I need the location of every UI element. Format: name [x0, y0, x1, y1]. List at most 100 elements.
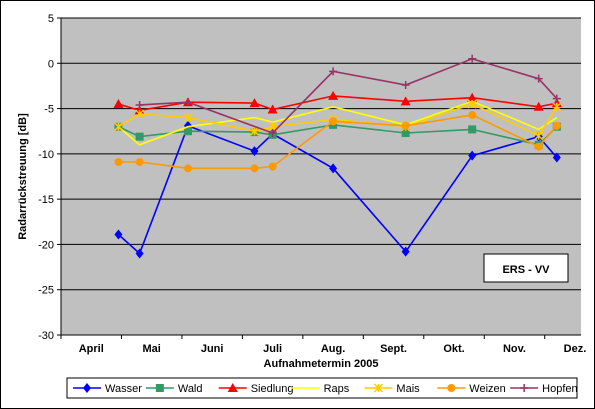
- point-wasser-3: [250, 146, 259, 157]
- point-wasser-7: [468, 150, 477, 161]
- point-weizen-0: [114, 158, 123, 167]
- x-tick-label-0: April: [79, 343, 104, 355]
- y-tick-label-7: -30: [38, 330, 54, 342]
- point-wasser-5: [329, 163, 338, 174]
- point-hopfen-7: [552, 94, 561, 103]
- legend-marker-mais: [373, 383, 383, 393]
- x-tick-label-7: Nov.: [503, 343, 526, 355]
- x-tick-label-2: Juni: [201, 343, 224, 355]
- series-line-mais: [117, 103, 558, 137]
- point-wasser-0: [114, 229, 123, 240]
- point-siedlung-0: [113, 99, 124, 109]
- point-weizen-5: [329, 117, 338, 126]
- point-hopfen-6: [534, 74, 543, 83]
- legend-item-weizen: Weizen: [437, 383, 506, 395]
- point-hopfen-0: [135, 100, 144, 109]
- point-mais-9: [552, 102, 562, 112]
- point-wald-7: [468, 125, 477, 134]
- legend-marker-wasser: [83, 383, 91, 393]
- point-mais-7: [467, 99, 477, 109]
- point-wald-6: [401, 129, 410, 138]
- point-mais-0: [113, 122, 123, 132]
- point-mais-2: [183, 113, 193, 123]
- legend-label-siedlung: Siedlung: [251, 383, 294, 395]
- point-weizen-4: [268, 162, 277, 171]
- legend-item-hopfen: Hopfen: [510, 383, 578, 395]
- point-weizen-8: [534, 142, 543, 151]
- legend-item-mais: Mais: [364, 383, 420, 395]
- y-tick-label-3: -10: [38, 149, 54, 161]
- point-wald-1: [135, 132, 144, 141]
- x-tick-label-5: Sept.: [380, 343, 407, 355]
- series-weizen: [114, 110, 561, 173]
- point-siedlung-3: [249, 98, 260, 108]
- series-line-hopfen: [139, 57, 558, 134]
- point-wasser-1: [135, 248, 144, 259]
- x-tick-label-8: Dez.: [564, 343, 587, 355]
- y-axis-ticks: 5 0 -5 -10 -15 -20 -25 -30: [38, 13, 61, 342]
- point-siedlung-8: [533, 101, 544, 111]
- legend-label-raps: Raps: [324, 383, 350, 395]
- point-weizen-1: [135, 158, 144, 167]
- legend-marker-wald: [155, 384, 164, 392]
- legend-label-wald: Wald: [178, 383, 203, 395]
- y-tick-label-1: 0: [48, 58, 54, 70]
- legend-label-wasser: Wasser: [105, 383, 142, 395]
- axes: [60, 18, 581, 336]
- legend-marker-siedlung: [227, 383, 238, 392]
- point-siedlung-4: [267, 104, 278, 114]
- point-hopfen-2: [268, 129, 277, 138]
- legend: Wasser Wald Siedlung Raps Mais Weizen Hopfen: [66, 377, 578, 399]
- y-axis-title: Radarrückstreuung [dB]: [17, 113, 29, 240]
- point-wasser-9: [552, 152, 561, 163]
- annotation-frame: [483, 253, 569, 283]
- point-siedlung-6: [400, 96, 411, 106]
- x-tick-label-1: Mai: [143, 343, 161, 355]
- point-weizen-2: [183, 164, 192, 173]
- point-hopfen-1: [183, 98, 192, 107]
- x-axis-ticks: April Mai Juni Juli Aug. Sept. Okt. Nov. Dez.: [60, 335, 587, 355]
- x-tick-label-6: Okt.: [443, 343, 464, 355]
- y-tick-label-2: -5: [44, 104, 54, 116]
- point-weizen-7: [468, 110, 477, 119]
- plot-area: [61, 18, 581, 335]
- point-mais-1: [135, 109, 145, 119]
- x-tick-label-3: Juli: [263, 343, 282, 355]
- series-lines: [113, 54, 562, 259]
- legend-label-hopfen: Hopfen: [542, 383, 577, 395]
- x-axis-title: Aufnahmetermin 2005: [264, 358, 379, 370]
- point-weizen-9: [552, 121, 561, 130]
- series-line-weizen: [118, 114, 558, 170]
- legend-marker-hopfen: [520, 384, 529, 392]
- point-mais-3: [249, 126, 260, 136]
- y-tick-label-6: -25: [38, 285, 54, 297]
- legend-label-mais: Mais: [396, 383, 420, 395]
- series-line-wald: [118, 124, 558, 146]
- series-hopfen: [135, 54, 561, 138]
- point-wasser-6: [401, 246, 410, 257]
- series-line-wasser: [117, 124, 558, 255]
- point-hopfen-3: [329, 67, 338, 76]
- annotation-text: ERS - VV: [502, 264, 550, 276]
- series-line-raps: [117, 100, 558, 146]
- y-tick-label-5: -20: [38, 239, 54, 251]
- y-tick-label-0: 5: [48, 13, 54, 25]
- series-wasser: [114, 120, 561, 259]
- series-raps: [117, 100, 558, 146]
- legend-item-raps: Raps: [291, 383, 350, 395]
- point-hopfen-5: [468, 54, 477, 63]
- legend-item-wald: Wald: [145, 383, 203, 395]
- legend-item-wasser: Wasser: [73, 383, 142, 395]
- x-tick-label-4: Aug.: [321, 343, 345, 355]
- point-siedlung-5: [328, 90, 339, 100]
- point-weizen-6: [401, 121, 410, 130]
- legend-label-weizen: Weizen: [469, 383, 505, 395]
- y-tick-label-4: -15: [38, 194, 54, 206]
- point-siedlung-7: [467, 92, 478, 102]
- point-mais-8: [534, 131, 544, 141]
- legend-frame: [66, 377, 578, 399]
- legend-item-siedlung: Siedlung: [218, 383, 294, 395]
- point-wald-2: [183, 127, 192, 136]
- legend-marker-weizen: [447, 384, 456, 392]
